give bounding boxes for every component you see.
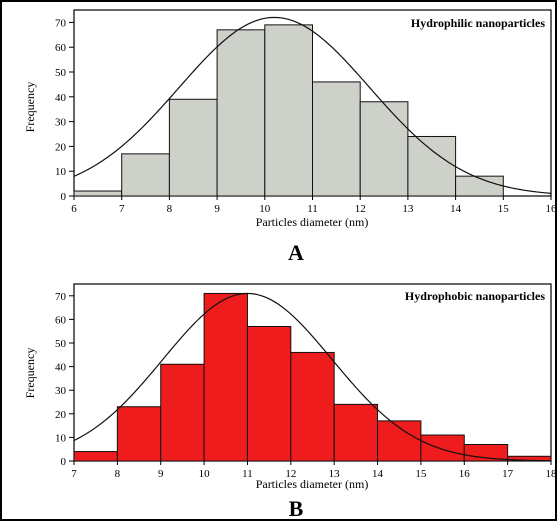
histogram-bar	[312, 81, 361, 197]
histogram-bar	[73, 451, 118, 462]
histogram-bar	[407, 135, 457, 197]
x-tick-label: 8	[167, 203, 173, 215]
x-tick-label: 8	[115, 468, 121, 480]
y-tick-label: 50	[55, 338, 67, 350]
histogram-bar	[290, 351, 335, 462]
y-tick-label: 40	[55, 92, 67, 104]
x-axis-title-b: Particles diameter (nm)	[256, 477, 369, 491]
histogram-bar	[264, 24, 313, 197]
x-tick-label: 12	[285, 468, 296, 480]
x-tick-label: 15	[498, 203, 510, 215]
y-tick-label: 10	[55, 432, 67, 444]
legend-a: Hydrophilic nanoparticles	[411, 16, 545, 30]
x-tick-label: 11	[242, 468, 253, 480]
y-tick-label: 70	[55, 291, 67, 303]
y-tick-label: 0	[61, 191, 67, 203]
x-tick-label: 17	[502, 468, 514, 480]
y-tick-label: 30	[55, 117, 67, 129]
x-tick-label: 6	[71, 203, 77, 215]
x-tick-label: 14	[450, 203, 462, 215]
histogram-bar	[73, 190, 123, 197]
x-ticks-b: 7 8 9 10 11 12 13 14 15 16 17 18	[71, 461, 557, 480]
panel-a: 0 10 20 30 40 50 60 70 6 7 8 9 10 11 12 13 14 15 16 Hydro…	[23, 9, 557, 265]
x-tick-label: 16	[546, 203, 557, 215]
x-tick-label: 12	[355, 203, 366, 215]
x-tick-label: 10	[259, 203, 271, 215]
x-tick-label: 7	[71, 468, 77, 480]
histogram-bar	[359, 101, 409, 197]
histogram-bar	[116, 406, 162, 462]
legend-b: Hydrophobic nanoparticles	[405, 289, 545, 303]
x-tick-label: 11	[307, 203, 318, 215]
x-tick-label: 14	[372, 468, 384, 480]
gaussian-fit-curve-a	[73, 16, 552, 194]
y-tick-label: 20	[55, 409, 67, 421]
x-tick-label: 13	[402, 203, 414, 215]
bars-b	[73, 292, 552, 462]
histogram-bar	[455, 175, 504, 197]
y-tick-label: 0	[61, 456, 67, 468]
histogram-bar	[121, 153, 170, 197]
histogram-bar	[463, 443, 509, 462]
histogram-bar	[216, 29, 266, 197]
y-tick-label: 60	[55, 314, 67, 326]
y-tick-label: 20	[55, 141, 67, 153]
y-tick-label: 70	[55, 17, 67, 29]
panel-label-b: B	[289, 496, 304, 521]
histogram-bar	[333, 403, 379, 462]
x-tick-label: 16	[459, 468, 471, 480]
x-tick-label: 18	[546, 468, 557, 480]
panel-b: 0 10 20 30 40 50 60 70 7 8 9 10 11 12 13 14 15 16 17 18 Hy…	[23, 283, 557, 521]
histogram-bar	[507, 455, 552, 462]
y-tick-label: 10	[55, 166, 67, 178]
bars-a	[73, 24, 504, 197]
x-tick-label: 9	[158, 468, 164, 480]
y-tick-label: 40	[55, 362, 67, 374]
y-axis-title-b: Frequency	[23, 348, 37, 399]
x-tick-label: 13	[329, 468, 341, 480]
histogram-bar	[420, 434, 465, 462]
panel-label-a: A	[288, 240, 304, 265]
histogram-bar	[203, 292, 248, 462]
x-ticks-a: 6 7 8 9 10 11 12 13 14 15 16	[71, 196, 557, 215]
histogram-bar	[246, 325, 292, 462]
y-tick-label: 30	[55, 385, 67, 397]
x-tick-label: 15	[415, 468, 427, 480]
y-ticks-b: 0 10 20 30 40 50 60 70	[55, 291, 74, 468]
y-axis-title-a: Frequency	[23, 82, 37, 133]
histogram-bar	[160, 363, 205, 462]
x-axis-title-a: Particles diameter (nm)	[256, 215, 369, 229]
x-tick-label: 7	[119, 203, 125, 215]
y-tick-label: 50	[55, 67, 67, 79]
y-tick-label: 60	[55, 42, 67, 54]
gaussian-fit-curve-b	[73, 292, 552, 462]
x-tick-label: 9	[214, 203, 220, 215]
x-tick-label: 10	[199, 468, 211, 480]
y-ticks-a: 0 10 20 30 40 50 60 70	[55, 17, 74, 203]
histogram-bar	[168, 98, 218, 197]
